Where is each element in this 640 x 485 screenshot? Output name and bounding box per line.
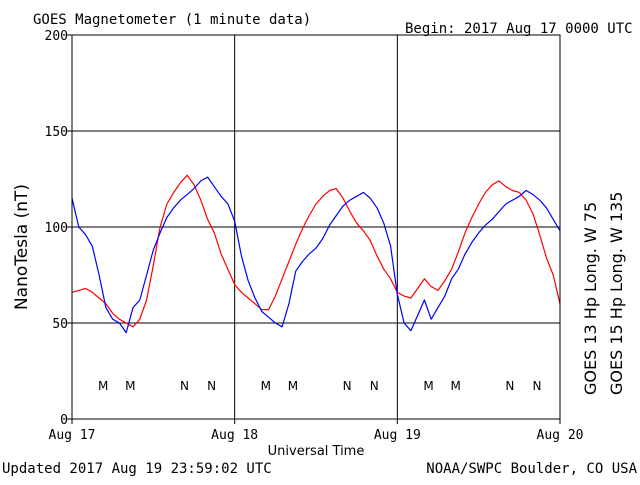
x-axis-label: Universal Time xyxy=(268,444,365,459)
series-line-1 xyxy=(71,176,561,334)
y-tick-label-1: 50 xyxy=(52,317,68,332)
y-tick-label-4: 200 xyxy=(45,29,68,44)
x-tick-label-2: Aug 19 xyxy=(374,428,421,443)
time-marker-7: N xyxy=(370,379,379,393)
time-marker-0: M xyxy=(98,379,108,393)
series-line-0 xyxy=(71,174,561,328)
time-marker-1: M xyxy=(125,379,135,393)
y-tick-label-2: 100 xyxy=(45,221,68,236)
credit-line: NOAA/SWPC Boulder, CO USA xyxy=(426,461,637,477)
time-marker-2: N xyxy=(180,379,189,393)
x-tick-label-1: Aug 18 xyxy=(211,428,258,443)
time-marker-9: M xyxy=(450,379,460,393)
legend-goes13: GOES 13 Hp Long. W 75 xyxy=(581,202,600,395)
time-marker-3: N xyxy=(207,379,216,393)
time-marker-4: M xyxy=(261,379,271,393)
updated-timestamp: Updated 2017 Aug 19 23:59:02 UTC xyxy=(2,461,272,477)
x-axis-ticks: Aug 17 Aug 18 Aug 19 Aug 20 xyxy=(49,419,584,443)
time-marker-6: N xyxy=(343,379,352,393)
series-layer xyxy=(71,174,561,334)
x-tick-label-3: Aug 20 xyxy=(537,428,584,443)
begin-timestamp: Begin: 2017 Aug 17 0000 UTC xyxy=(405,21,633,37)
x-tick-label-0: Aug 17 xyxy=(49,428,96,443)
time-marker-11: N xyxy=(532,379,541,393)
chart-title: GOES Magnetometer (1 minute data) xyxy=(33,12,311,28)
time-marker-8: M xyxy=(423,379,433,393)
time-marker-10: N xyxy=(505,379,514,393)
legend-goes15: GOES 15 Hp Long. W 135 xyxy=(607,192,626,395)
time-marker-5: M xyxy=(288,379,298,393)
plot-grid xyxy=(72,35,560,419)
series-0 xyxy=(71,174,561,328)
series-1 xyxy=(71,176,561,334)
y-axis-label: NanoTesla (nT) xyxy=(12,184,32,310)
y-tick-label-0: 0 xyxy=(60,413,68,428)
y-tick-label-3: 150 xyxy=(45,125,68,140)
y-axis-ticks: 0 50 100 150 200 xyxy=(45,29,72,428)
